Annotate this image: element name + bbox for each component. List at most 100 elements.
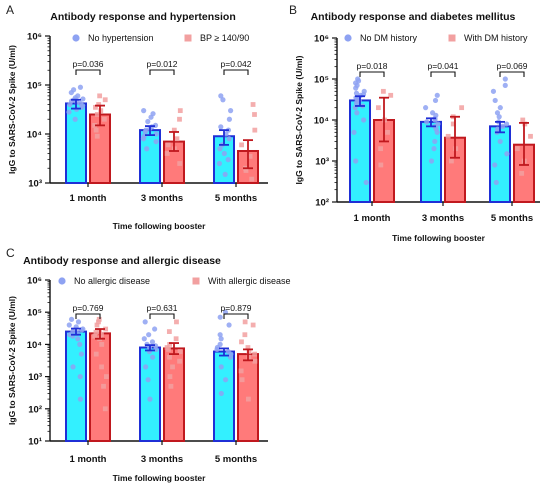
significance-bracket xyxy=(149,69,175,75)
legend-marker xyxy=(58,277,66,285)
data-point xyxy=(497,105,503,111)
data-point xyxy=(216,160,223,167)
significance-bracket xyxy=(75,69,101,75)
data-point xyxy=(433,126,439,132)
data-point xyxy=(78,351,84,357)
data-point xyxy=(77,374,83,380)
data-point xyxy=(493,179,499,186)
x-tick-label: 3 months xyxy=(422,213,464,224)
data-point xyxy=(174,319,179,325)
data-point xyxy=(177,116,182,122)
legend-label: No hypertension xyxy=(88,33,154,43)
x-tick-label: 3 months xyxy=(141,193,183,204)
data-point xyxy=(145,118,151,125)
data-point xyxy=(101,116,107,122)
data-point xyxy=(93,104,98,110)
data-point xyxy=(97,93,103,99)
data-point xyxy=(71,87,77,93)
y-tick-label: 10¹ xyxy=(28,437,42,448)
data-point xyxy=(93,127,99,133)
y-tick-label: 10⁵ xyxy=(27,308,42,319)
data-point xyxy=(66,322,72,328)
bar xyxy=(65,330,87,442)
data-point xyxy=(217,332,223,338)
data-point xyxy=(77,396,84,402)
data-point xyxy=(520,117,526,123)
data-point xyxy=(99,364,104,370)
legend-marker xyxy=(184,34,192,42)
p-value-label: p=0.012 xyxy=(147,59,178,69)
significance-bracket xyxy=(359,71,385,77)
data-point xyxy=(503,121,510,127)
data-point xyxy=(361,117,367,123)
data-point xyxy=(385,129,390,135)
significance-bracket xyxy=(430,71,456,77)
data-point xyxy=(424,119,430,125)
x-tick-label: 1 month xyxy=(70,454,107,465)
data-point xyxy=(249,176,255,182)
data-point xyxy=(239,377,245,383)
bar xyxy=(349,99,371,203)
data-point xyxy=(177,108,183,114)
data-point xyxy=(77,100,84,107)
p-value-label: p=0.018 xyxy=(357,61,388,71)
data-point xyxy=(96,102,102,107)
significance-bracket xyxy=(223,313,249,319)
data-point xyxy=(246,354,252,360)
data-point xyxy=(252,127,258,133)
data-point xyxy=(167,354,172,360)
chart-title: Antibody response and diabetes mellitus xyxy=(311,11,516,23)
y-tick-label: 10⁶ xyxy=(314,34,329,45)
data-point xyxy=(492,162,498,168)
data-point xyxy=(502,82,508,88)
y-axis-label: IgG to SARS-CoV-2 Spike (U/ml) xyxy=(7,45,17,174)
y-axis-label: IgG to SARS-CoV-2 Spike (U/ml) xyxy=(294,55,304,184)
data-point xyxy=(147,396,153,402)
data-point xyxy=(96,319,101,325)
data-point xyxy=(145,377,151,383)
data-point xyxy=(150,111,156,117)
y-tick-label: 10³ xyxy=(28,372,42,383)
data-point xyxy=(449,158,454,164)
data-point xyxy=(218,390,224,397)
data-point xyxy=(142,319,148,325)
data-point xyxy=(247,153,253,159)
legend-label: BP ≥ 140/90 xyxy=(200,33,249,43)
data-point xyxy=(246,396,251,402)
data-point xyxy=(492,97,498,104)
x-axis-label: Time following booster xyxy=(113,221,207,231)
data-point xyxy=(152,326,158,332)
y-tick-label: 10⁴ xyxy=(27,340,43,351)
panel-letter: C xyxy=(6,246,15,260)
data-point xyxy=(177,358,182,364)
chart-panel-c: C Antibody response and allergic disease N… xyxy=(6,246,291,483)
data-point xyxy=(435,121,441,127)
data-point xyxy=(226,136,232,142)
legend-label: No DM history xyxy=(360,33,418,43)
data-point xyxy=(101,383,106,389)
data-point xyxy=(99,332,104,338)
data-point xyxy=(378,162,384,168)
bar xyxy=(139,346,161,443)
legend-marker xyxy=(192,277,200,285)
data-point xyxy=(68,316,75,322)
data-point xyxy=(504,151,510,157)
data-point xyxy=(450,121,456,127)
data-point xyxy=(77,341,83,347)
x-tick-label: 1 month xyxy=(354,213,391,224)
data-point xyxy=(380,88,386,94)
data-point xyxy=(250,102,256,107)
data-point xyxy=(242,319,248,325)
data-point xyxy=(102,406,108,412)
data-point xyxy=(75,336,81,342)
x-tick-label: 3 months xyxy=(141,454,183,465)
data-point xyxy=(218,124,224,130)
data-point xyxy=(363,179,369,186)
data-point xyxy=(496,114,502,120)
data-point xyxy=(502,76,508,82)
data-point xyxy=(72,116,78,122)
data-point xyxy=(459,105,465,111)
bar xyxy=(213,350,235,442)
p-value-label: p=0.036 xyxy=(73,59,104,69)
data-point xyxy=(378,146,384,152)
